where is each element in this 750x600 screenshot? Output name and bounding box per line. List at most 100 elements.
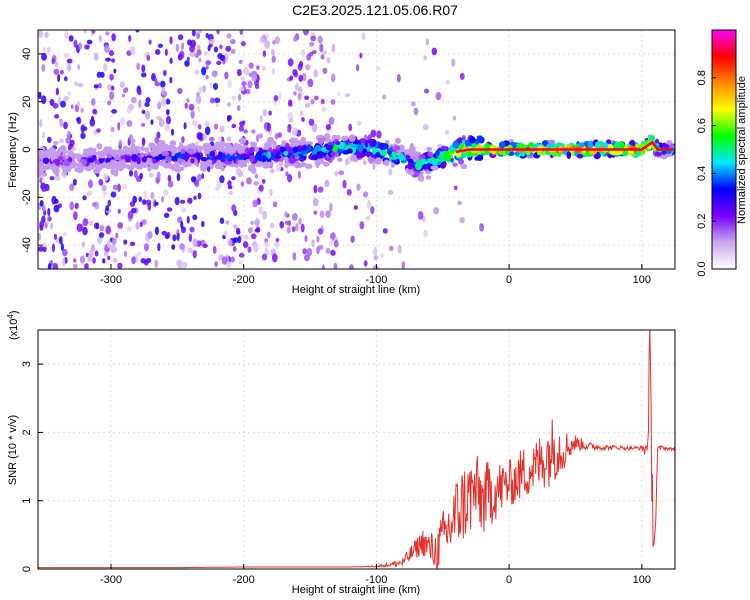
spectrogram-speckle [224, 71, 229, 80]
spectrogram-speckle [145, 97, 151, 103]
spectrogram-speckle [344, 93, 351, 98]
spectrogram-ridge-point [93, 167, 101, 174]
spectrogram-speckle [112, 184, 119, 191]
spectrogram-speckle [262, 108, 268, 117]
spectrogram-speckle [435, 91, 442, 101]
spectrogram-speckle [459, 217, 465, 224]
spectrogram-speckle [120, 116, 126, 126]
spectrogram-ridge-point [197, 155, 203, 160]
spectrogram-ridge-point [263, 141, 272, 148]
spectrogram-speckle [223, 230, 228, 237]
spectrogram-speckle [291, 127, 298, 136]
spectrogram-speckle [218, 135, 222, 143]
spectrogram-speckle [60, 243, 64, 251]
colorbar-label: Normalized spectral amplitude [736, 76, 748, 224]
spectrogram-speckle [121, 93, 126, 98]
spectrogram-speckle [261, 178, 266, 184]
spectrogram-speckle [205, 32, 209, 39]
spectrogram-ridge-point [613, 141, 621, 149]
spectrogram-speckle [110, 191, 117, 198]
spectrogram-speckle [175, 43, 179, 53]
spectrogram-speckle [288, 118, 294, 123]
spectrogram-speckle [218, 44, 223, 50]
spectrogram-speckle [253, 181, 260, 186]
spectrogram-speckle [330, 249, 336, 256]
spectrogram-speckle [96, 71, 102, 78]
spectrogram-speckle [117, 222, 124, 229]
spectrogram-speckle [53, 140, 59, 146]
spectrogram-speckle [397, 244, 402, 254]
spectrogram-speckle [259, 115, 263, 123]
spectrogram-ridge-point [375, 151, 380, 157]
spectrogram-speckle [62, 232, 68, 237]
spectrogram-speckle [359, 221, 365, 230]
spectrogram-speckle [148, 172, 154, 178]
spectrogram-ridge-point [241, 154, 250, 159]
spectrogram-speckle [204, 51, 208, 56]
spectrogram-speckle [138, 99, 142, 108]
spectrogram-speckle [154, 259, 159, 268]
spectrogram-speckle [291, 226, 296, 232]
spectrogram-speckle [154, 226, 160, 236]
spectrogram-speckle [74, 81, 78, 87]
spectrogram-speckle [321, 50, 328, 55]
spectrogram-ridge-point [446, 154, 451, 163]
spectrogram-speckle [212, 245, 217, 254]
spectrogram-speckle [53, 68, 60, 75]
spectrogram-speckle [187, 39, 192, 46]
spectrogram-speckle [370, 129, 377, 138]
spectrogram-speckle [294, 82, 300, 92]
spectrogram-speckle [76, 101, 80, 107]
spectrogram-marks [38, 30, 675, 269]
spectrogram-speckle [69, 183, 75, 192]
spectrogram-ridge-point [284, 161, 292, 167]
spectrogram-speckle [363, 260, 368, 267]
spectrogram-ridge-point [42, 172, 47, 177]
spectrogram-ridge-point [326, 144, 334, 150]
spectrogram-speckle [83, 30, 87, 34]
spectrogram-speckle [423, 55, 428, 61]
spectrogram-speckle [274, 36, 281, 45]
y-tick-label: 2 [21, 429, 33, 435]
y-tick-label: 1 [21, 498, 33, 504]
spectrogram-ridge-point [91, 147, 97, 153]
spectrogram-ridge-point [514, 151, 520, 156]
snr-y-multiplier-close: ) [8, 310, 20, 314]
spectrogram-speckle [258, 133, 263, 139]
spectrogram-speckle [179, 243, 186, 251]
spectrogram-speckle [208, 136, 215, 142]
spectrogram-speckle [451, 58, 456, 68]
spectrogram-ridge-point [405, 154, 411, 160]
colorbar-tick-label: 0.6 [696, 118, 708, 133]
spectrogram-ridge-point [299, 162, 307, 167]
spectrogram-speckle [90, 115, 95, 122]
spectrogram-ridge-point [546, 143, 554, 149]
spectrogram-speckle [192, 238, 198, 248]
spectrogram-ridge-point [283, 150, 289, 156]
spectrogram-speckle [187, 197, 193, 204]
spectrogram-speckle [144, 233, 149, 242]
spectrogram-ridge-point [109, 160, 118, 168]
spectrogram-speckle [97, 236, 103, 244]
spectrogram-speckle [319, 210, 325, 219]
spectrogram-ridge-point [439, 153, 445, 159]
spectrogram-speckle [231, 176, 236, 181]
spectrogram-speckle [362, 191, 369, 198]
spectrogram-ridge-point [200, 160, 205, 167]
spectrogram-speckle [321, 106, 327, 112]
spectrogram-speckle [273, 94, 279, 102]
spectrogram-speckle [184, 102, 188, 109]
spectrogram-speckle [193, 195, 197, 200]
spectrogram-speckle [376, 130, 382, 139]
spectrogram-speckle [433, 206, 440, 215]
spectrogram-speckle [73, 39, 78, 49]
spectrogram-speckle [201, 172, 205, 180]
spectrogram-speckle [161, 196, 165, 203]
spectrogram-ridge-point [251, 167, 257, 175]
spectrogram-speckle [43, 242, 47, 248]
spectrogram-speckle [46, 46, 52, 54]
spectrogram-speckle [291, 212, 298, 221]
spectrogram-speckle [241, 120, 246, 125]
spectrogram-speckle [237, 235, 242, 244]
spectrogram-ridge-point [214, 141, 220, 150]
